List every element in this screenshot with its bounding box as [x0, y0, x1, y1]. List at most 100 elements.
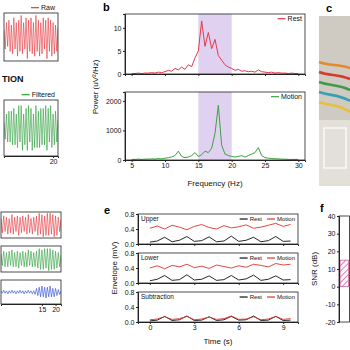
y-tick-mark — [337, 304, 339, 305]
bar-chart: -20-10010203040fSNR (dB) — [310, 202, 350, 326]
y-tick: 0.4 — [125, 265, 138, 272]
y-tick: 10 — [328, 266, 339, 273]
x-axis-title: Frequency (Hz) — [187, 179, 242, 188]
legend-swatch — [240, 296, 248, 297]
y-tick-mark — [123, 160, 125, 161]
x-tick — [150, 283, 151, 285]
plot-frame — [138, 292, 298, 322]
line-chart: 0.00.40.8MotionRestLower — [125, 250, 299, 287]
legend: MotionRest — [240, 294, 295, 300]
x-tick — [194, 244, 195, 246]
photo-wire — [319, 72, 350, 79]
line-chart: 03690.00.40.8MotionRestSubtractionTime (… — [125, 289, 299, 346]
plot-area — [150, 316, 291, 321]
series-line — [150, 264, 291, 269]
x-tick-label: 3 — [193, 324, 197, 331]
line-chart: 20 Filtered — [4, 91, 59, 165]
x-tick: 10 — [162, 160, 170, 169]
x-tick-mark — [150, 283, 151, 285]
y-tick: 0.0 — [125, 241, 138, 248]
y-tick: 10 — [114, 25, 125, 32]
y-tick-mark — [337, 216, 339, 217]
y-axis: -20-10010203040 — [325, 213, 339, 326]
legend: Filtered — [22, 91, 55, 98]
y-tick-mark — [337, 322, 339, 323]
x-tick-mark — [165, 74, 166, 76]
y-tick-mark — [136, 307, 138, 308]
legend-label: Motion — [281, 93, 302, 100]
y-tick-label: 0 — [332, 283, 336, 290]
plot-area — [4, 106, 58, 151]
legend-label: Raw — [41, 4, 56, 11]
y-axis: 0510 — [114, 15, 126, 78]
x-tick-label: 30 — [295, 162, 303, 169]
photo-panel: c — [319, 2, 350, 186]
series-line — [1, 286, 61, 298]
y-tick-label: 5 — [118, 48, 122, 55]
y-axis: 0.00.40.8 — [125, 289, 139, 326]
plot-area — [132, 92, 299, 160]
x-tick-mark — [132, 74, 133, 76]
plot-area — [4, 15, 58, 58]
highlight-band — [198, 14, 231, 74]
x-tick-label: 20 — [50, 158, 58, 165]
series-line — [1, 213, 61, 236]
legend: MotionRest — [240, 255, 295, 261]
x-tick — [239, 244, 240, 246]
plot-frame — [1, 246, 61, 272]
plot-frame — [1, 280, 61, 304]
y-tick: 5 — [118, 48, 125, 55]
x-tick-label: 0 — [148, 324, 152, 331]
y-tick-label: 40 — [328, 213, 336, 220]
y-tick: 30 — [328, 230, 339, 237]
x-tick: 0 — [148, 322, 152, 331]
y-tick-mark — [123, 101, 125, 102]
x-tick — [265, 74, 266, 76]
x-tick-label: 25 — [262, 162, 270, 169]
x-tick-label: 10 — [162, 162, 170, 169]
x-tick-label: 15 — [195, 162, 203, 169]
y-tick-label: 2000 — [106, 98, 122, 105]
x-tick: 15 — [195, 160, 203, 169]
legend: Rest — [278, 15, 302, 22]
x-tick: 20 — [50, 156, 58, 165]
y-tick: 0.4 — [125, 304, 138, 311]
x-tick: 25 — [262, 160, 270, 169]
x-tick-label: 9 — [282, 324, 286, 331]
x-tick: 6 — [237, 322, 241, 331]
y-tick-mark — [136, 214, 138, 215]
y-tick-label: 10 — [114, 25, 122, 32]
legend-label: Rest — [288, 15, 302, 22]
x-tick-mark — [239, 283, 240, 285]
y-tick-label: 0.4 — [125, 265, 135, 272]
bar — [340, 260, 348, 287]
series-line — [132, 105, 299, 159]
x-tick — [165, 74, 166, 76]
x-tick-mark — [194, 244, 195, 246]
series-line — [150, 223, 291, 229]
x-axis-title: Time (s) — [203, 337, 232, 346]
y-axis-line — [136, 215, 139, 245]
plot-frame — [1, 212, 61, 238]
legend-swatch — [31, 7, 39, 8]
y-tick-label: 30 — [328, 230, 336, 237]
y-tick: 0 — [118, 157, 125, 164]
x-tick-mark — [298, 74, 299, 76]
photo-patch — [324, 128, 346, 168]
legend: MotionRest — [240, 216, 295, 222]
panel-label: e — [104, 204, 110, 216]
y-tick-mark — [123, 28, 125, 29]
x-axis: 20 — [5, 156, 59, 165]
legend-swatch — [267, 257, 275, 258]
y-tick-mark — [136, 292, 138, 293]
y-axis-title: Power (uV²/Hz) — [91, 59, 100, 114]
x-tick — [298, 74, 299, 76]
y-tick-label: 20 — [328, 248, 336, 255]
x-tick-label: 6 — [237, 324, 241, 331]
x-tick: 20 — [228, 160, 236, 169]
series-line — [4, 106, 58, 151]
x-tick-label: 15 — [39, 306, 47, 313]
y-tick-mark — [136, 253, 138, 254]
series-line — [150, 316, 291, 321]
figure: RawTION20Filtered0510RestbPower (uV²/Hz)… — [0, 0, 350, 350]
